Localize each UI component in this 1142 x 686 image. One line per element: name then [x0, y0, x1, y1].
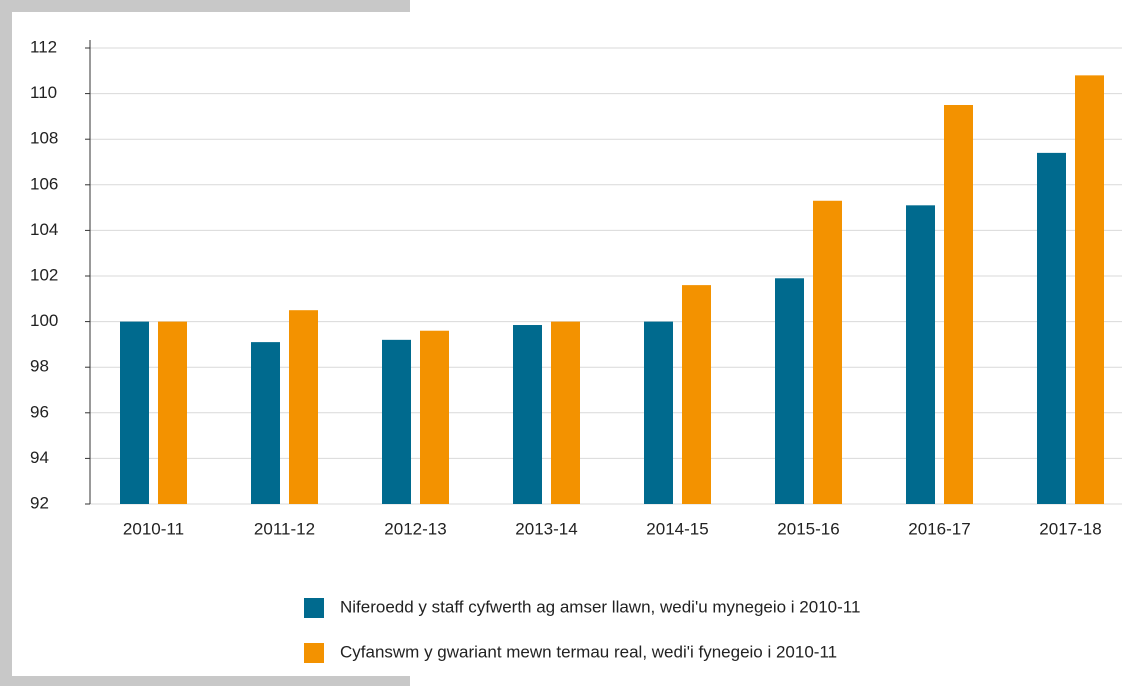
bar [1037, 152, 1066, 504]
y-tick-label: 98 [30, 357, 49, 376]
legend-label: Cyfanswm y gwariant mewn termau real, we… [340, 642, 837, 661]
x-tick-label: 2010-11 [123, 519, 184, 538]
bar [1075, 75, 1104, 505]
bar [120, 321, 149, 504]
bar [513, 325, 542, 504]
bar [944, 105, 973, 504]
x-tick-label: 2011-12 [254, 519, 315, 538]
frame [0, 0, 410, 12]
y-tick-label: 112 [30, 37, 57, 56]
x-tick-label: 2013-14 [515, 519, 577, 538]
legend-swatch [304, 643, 324, 663]
y-tick-label: 104 [30, 220, 58, 239]
legend-label: Niferoedd y staff cyfwerth ag amser llaw… [340, 597, 860, 616]
frame [0, 0, 12, 686]
y-tick-label: 110 [30, 83, 57, 102]
y-tick-label: 100 [30, 311, 58, 330]
y-tick-label: 106 [30, 174, 58, 193]
bar [158, 321, 187, 504]
y-tick-label: 92 [30, 493, 49, 512]
bar [382, 339, 411, 504]
x-tick-label: 2016-17 [908, 519, 970, 538]
bar [813, 200, 842, 504]
y-tick-label: 94 [30, 448, 49, 467]
bar [420, 330, 449, 504]
y-tick-label: 102 [30, 265, 58, 284]
y-tick-label: 96 [30, 402, 49, 421]
legend-swatch [304, 598, 324, 618]
bar [906, 205, 935, 504]
bar [251, 342, 280, 504]
y-tick-label: 108 [30, 129, 58, 148]
bar [775, 278, 804, 504]
x-tick-label: 2017-18 [1039, 519, 1101, 538]
bar [644, 321, 673, 504]
bar [551, 321, 580, 504]
bar [682, 285, 711, 504]
x-tick-label: 2015-16 [777, 519, 839, 538]
x-tick-label: 2014-15 [646, 519, 708, 538]
bar [289, 310, 318, 504]
x-tick-label: 2012-13 [384, 519, 446, 538]
frame [0, 676, 410, 686]
